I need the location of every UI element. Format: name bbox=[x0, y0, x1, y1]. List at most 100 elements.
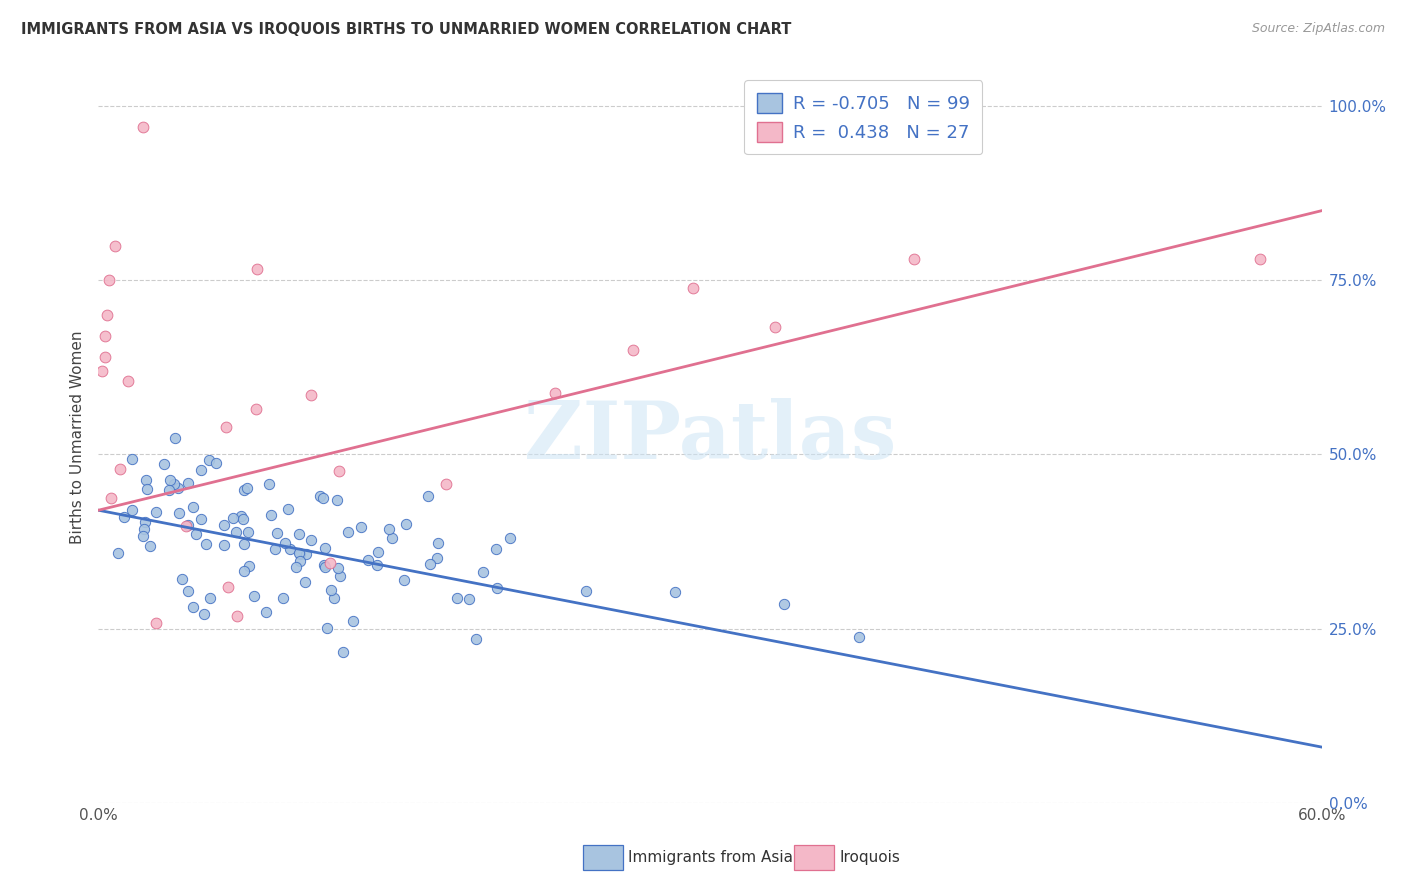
Point bbox=[121, 503, 143, 517]
Point bbox=[93, 329, 115, 343]
Point bbox=[100, 491, 122, 506]
Point bbox=[232, 483, 254, 497]
Point bbox=[132, 120, 155, 134]
Point bbox=[170, 572, 193, 586]
Point bbox=[112, 510, 135, 524]
Point bbox=[316, 621, 339, 635]
Point bbox=[328, 569, 350, 583]
Point bbox=[763, 320, 786, 334]
Point bbox=[163, 477, 186, 491]
Point bbox=[107, 546, 129, 560]
Point bbox=[309, 489, 332, 503]
Point bbox=[278, 542, 301, 557]
Point bbox=[299, 388, 322, 402]
Point bbox=[190, 512, 212, 526]
Point bbox=[288, 546, 311, 560]
Point bbox=[135, 473, 157, 487]
Point bbox=[212, 538, 235, 552]
Point bbox=[350, 520, 373, 534]
Point bbox=[139, 539, 162, 553]
Point bbox=[184, 527, 207, 541]
Point bbox=[205, 457, 228, 471]
Point bbox=[342, 614, 364, 628]
Point bbox=[231, 509, 253, 524]
Point bbox=[472, 565, 495, 579]
Point bbox=[264, 542, 287, 557]
Point bbox=[145, 504, 167, 518]
Point bbox=[290, 547, 312, 561]
Point bbox=[259, 476, 281, 491]
Point bbox=[242, 589, 264, 603]
Point bbox=[314, 541, 336, 555]
Point bbox=[381, 531, 404, 545]
Point bbox=[1249, 252, 1271, 267]
Point bbox=[132, 528, 155, 542]
Point bbox=[104, 238, 127, 252]
Point bbox=[254, 605, 277, 619]
Point bbox=[314, 560, 336, 574]
Point bbox=[458, 591, 481, 606]
Point bbox=[319, 582, 342, 597]
Point bbox=[176, 584, 198, 599]
Point bbox=[134, 515, 156, 529]
Point bbox=[312, 491, 335, 506]
Point bbox=[294, 574, 316, 589]
Point bbox=[418, 489, 440, 503]
Point bbox=[217, 580, 239, 594]
Point bbox=[93, 350, 115, 364]
Point bbox=[165, 431, 187, 445]
Point bbox=[664, 584, 686, 599]
Point bbox=[135, 482, 157, 496]
Point bbox=[245, 402, 267, 417]
Point bbox=[332, 645, 354, 659]
Point bbox=[193, 607, 215, 621]
Point bbox=[232, 564, 254, 578]
Point bbox=[323, 591, 346, 605]
Point bbox=[288, 526, 311, 541]
Point bbox=[434, 477, 457, 491]
Point bbox=[157, 483, 180, 498]
Point bbox=[295, 547, 318, 561]
Point bbox=[266, 526, 288, 541]
Point bbox=[117, 374, 139, 388]
Point bbox=[485, 581, 508, 595]
Point bbox=[166, 481, 188, 495]
Point bbox=[426, 551, 449, 566]
Point bbox=[238, 558, 260, 573]
Point bbox=[246, 262, 269, 277]
Point bbox=[465, 632, 488, 646]
Y-axis label: Births to Unmarried Women: Births to Unmarried Women bbox=[70, 330, 86, 544]
Point bbox=[176, 476, 198, 491]
Point bbox=[326, 561, 349, 575]
Point bbox=[232, 512, 254, 526]
Point bbox=[574, 583, 596, 598]
Text: Source: ZipAtlas.com: Source: ZipAtlas.com bbox=[1251, 22, 1385, 36]
Point bbox=[336, 524, 359, 539]
Point bbox=[485, 542, 508, 557]
Point bbox=[121, 451, 143, 466]
Point bbox=[274, 536, 297, 550]
Point bbox=[277, 502, 299, 516]
Point bbox=[232, 537, 254, 551]
Point bbox=[378, 522, 401, 536]
Point bbox=[225, 525, 247, 540]
Point bbox=[284, 560, 307, 574]
Point bbox=[621, 343, 644, 357]
Point bbox=[194, 537, 217, 551]
Point bbox=[91, 364, 114, 378]
Point bbox=[198, 591, 221, 605]
Point bbox=[392, 573, 415, 587]
Point bbox=[236, 481, 259, 495]
Point bbox=[177, 517, 200, 532]
Point bbox=[773, 597, 796, 611]
Text: Immigrants from Asia: Immigrants from Asia bbox=[628, 850, 793, 864]
Point bbox=[446, 591, 468, 605]
Point bbox=[212, 518, 235, 533]
Point bbox=[328, 464, 350, 478]
Point bbox=[110, 462, 132, 476]
Point bbox=[312, 558, 335, 573]
Point bbox=[181, 500, 204, 514]
Point bbox=[426, 535, 449, 549]
Point bbox=[544, 386, 567, 401]
Point bbox=[367, 545, 389, 559]
